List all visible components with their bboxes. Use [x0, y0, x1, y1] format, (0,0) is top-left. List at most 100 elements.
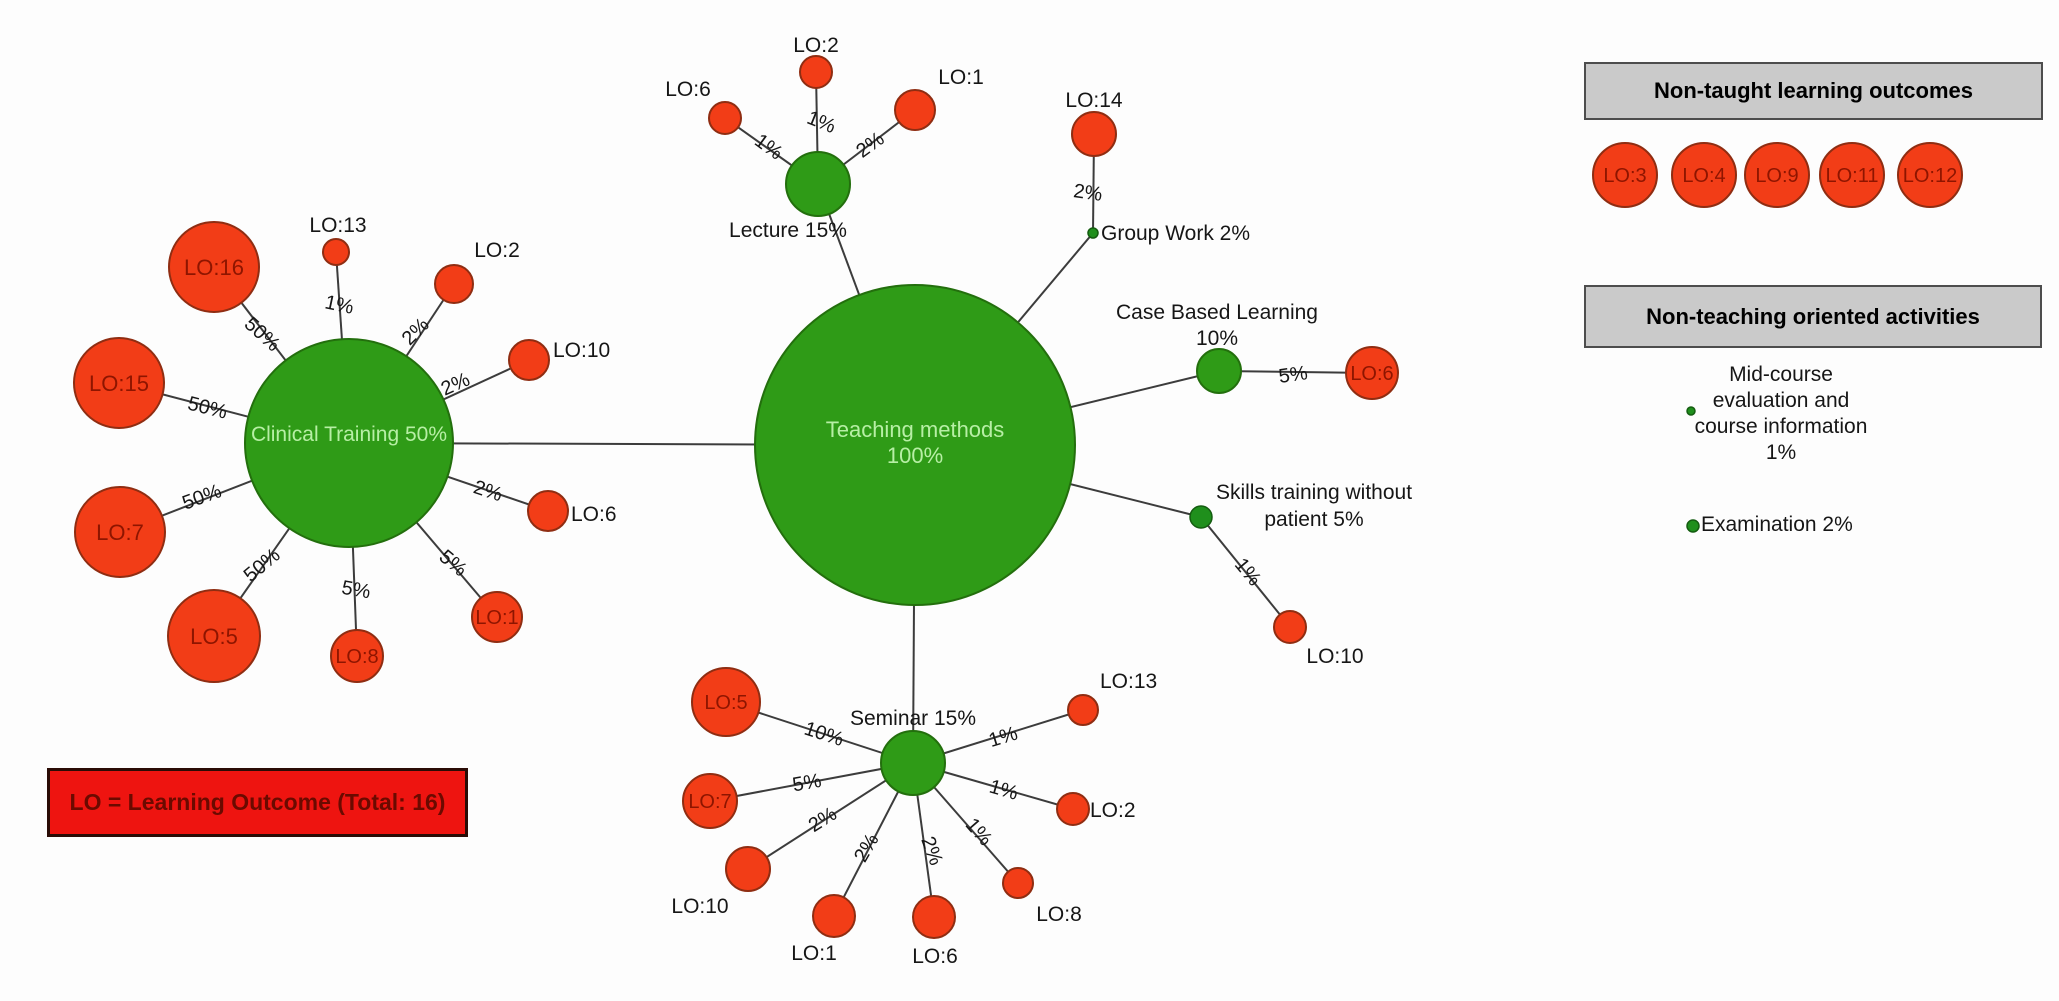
node-label-lec-lo2: LO:2 [793, 34, 839, 57]
node-label-lec-lo1: LO:1 [938, 66, 984, 89]
lo-node-lec-lo6 [708, 101, 742, 135]
node-sublabel-teaching: 100% [887, 443, 943, 468]
lo-node-sem-lo10 [725, 846, 771, 892]
edge-percent-clinical-cl-lo2: 2% [398, 314, 434, 350]
edge-percent-lecture-lec-lo2: 1% [804, 107, 839, 138]
node-label-cl-lo15: LO:15 [89, 371, 149, 396]
lo-node-cl-lo10 [508, 339, 550, 381]
non-taught-lo-node-0 [1592, 142, 1658, 208]
edge-percent-clinical-cl-lo7: 50% [179, 480, 224, 514]
edge-percent-seminar-sem-lo7: 5% [791, 770, 824, 797]
method-node-cbl [1196, 348, 1242, 394]
edge-percent-clinical-cl-lo10: 2% [438, 369, 474, 401]
edge-percent-clinical-cl-lo8: 5% [340, 577, 373, 604]
edge-percent-seminar-sem-lo5: 10% [801, 718, 846, 751]
non-taught-lo-label-4: LO:12 [1903, 165, 1957, 187]
node-label-lecture: Lecture 15% [729, 219, 847, 242]
activity-dot-1 [1686, 519, 1700, 533]
panel-non-taught-title: Non-taught learning outcomes [1654, 78, 1973, 103]
node-label-cl-lo6: LO:6 [571, 503, 617, 526]
lo-node-cbl-lo6 [1345, 346, 1399, 400]
node-label-sem-lo7: LO:7 [688, 791, 731, 813]
edge-percent-clinical-cl-lo15: 50% [185, 393, 229, 424]
node-label-sem-lo1: LO:1 [791, 942, 837, 965]
edge-percent-clinical-cl-lo13: 1% [323, 291, 356, 319]
lo-node-lec-lo2 [799, 55, 833, 89]
method-node-lecture [785, 151, 851, 217]
node-label-lec-lo6: LO:6 [665, 78, 711, 101]
method-node-clinical [244, 338, 454, 548]
activity-examination-label: Examination 2% [1701, 513, 1853, 536]
node-label-sem-lo6: LO:6 [912, 945, 958, 968]
lo-node-sem-lo1 [812, 894, 856, 938]
edge-percent-seminar-sem-lo2: 1% [987, 776, 1021, 805]
lo-legend-box: LO = Learning Outcome (Total: 16) [47, 768, 468, 837]
node-label-groupwork: Group Work 2% [1101, 222, 1250, 245]
edge-line-seminar-sem-lo7 [709, 762, 914, 802]
node-label-sem-lo13: LO:13 [1100, 670, 1157, 693]
non-taught-lo-label-1: LO:4 [1682, 165, 1725, 187]
node-label-cbl-lo6: LO:6 [1350, 363, 1393, 385]
edge-percent-seminar-sem-lo1: 2% [850, 830, 884, 866]
lo-node-sem-lo7 [682, 773, 738, 829]
node-label-sem-lo5: LO:5 [704, 692, 747, 714]
edge-percent-groupwork-gw-lo14: 2% [1072, 180, 1104, 206]
activity-midcourse-label: Mid-course evaluation and course informa… [1694, 363, 1868, 464]
activity-dot-0 [1686, 406, 1696, 416]
node-label-cbl: Case Based Learning [1116, 301, 1318, 324]
non-taught-lo-label-0: LO:3 [1603, 165, 1646, 187]
edge-percent-lecture-lec-lo1: 2% [852, 128, 888, 163]
dot-node-skills [1189, 505, 1213, 529]
non-taught-lo-node-4 [1897, 142, 1963, 208]
node-label-cl-lo2: LO:2 [474, 239, 520, 262]
lo-node-lec-lo1 [894, 89, 936, 131]
edge-percent-lecture-lec-lo6: 1% [750, 130, 786, 165]
lo-node-sem-lo2 [1056, 792, 1090, 826]
edge-percent-seminar-sem-lo13: 1% [986, 722, 1020, 752]
lo-node-cl-lo8 [330, 629, 384, 683]
edge-percent-seminar-sem-lo10: 2% [805, 803, 841, 837]
method-node-seminar [880, 730, 946, 796]
edge-percent-cbl-cbl-lo6: 5% [1277, 362, 1309, 388]
node-label-cl-lo1: LO:1 [475, 607, 518, 629]
dot-node-groupwork [1087, 227, 1099, 239]
edge-percent-clinical-cl-lo6: 2% [471, 476, 505, 506]
node-label-cl-lo8: LO:8 [335, 646, 378, 668]
node-label-gw-lo14: LO:14 [1065, 89, 1123, 112]
node-label-sem-lo2: LO:2 [1090, 799, 1136, 822]
node-label-seminar: Seminar 15% [850, 707, 976, 730]
lo-node-cl-lo13 [322, 238, 350, 266]
lo-node-cl-lo6 [527, 490, 569, 532]
lo-node-cl-lo5 [167, 589, 261, 683]
edge-percent-seminar-sem-lo8: 1% [961, 814, 997, 850]
non-taught-lo-node-2 [1744, 142, 1810, 208]
node-label-cl-lo16: LO:16 [184, 255, 244, 280]
edge-percent-clinical-cl-lo5: 50% [240, 544, 285, 587]
node-sublabel-cbl: 10% [1196, 327, 1238, 350]
lo-node-cl-lo16 [168, 221, 260, 313]
lo-node-sem-lo5 [691, 667, 761, 737]
lo-node-cl-lo15 [73, 337, 165, 429]
non-taught-lo-node-1 [1671, 142, 1737, 208]
node-sublabel-skills: patient 5% [1264, 508, 1363, 531]
panel-non-taught: Non-taught learning outcomes [1584, 62, 2043, 120]
panel-non-teaching-title: Non-teaching oriented activities [1646, 303, 1980, 329]
node-label-sk-lo10: LO:10 [1306, 645, 1363, 668]
edge-percent-seminar-sem-lo6: 2% [916, 834, 947, 869]
lo-node-cl-lo1 [471, 591, 523, 643]
node-label-sem-lo10: LO:10 [671, 895, 728, 918]
lo-node-sem-lo13 [1067, 694, 1099, 726]
node-label-cl-lo5: LO:5 [190, 624, 238, 649]
lo-node-cl-lo7 [74, 486, 166, 578]
node-label-sem-lo8: LO:8 [1036, 903, 1082, 926]
node-label-teaching: Teaching methods [826, 417, 1005, 442]
lo-node-sk-lo10 [1273, 610, 1307, 644]
non-taught-lo-node-3 [1819, 142, 1885, 208]
node-label-cl-lo7: LO:7 [96, 520, 144, 545]
edge-line-skills-sk-lo10 [1200, 516, 1291, 628]
non-taught-lo-label-3: LO:11 [1826, 165, 1879, 187]
panel-non-teaching: Non-teaching oriented activities [1584, 285, 2042, 348]
node-label-cl-lo10: LO:10 [553, 339, 610, 362]
